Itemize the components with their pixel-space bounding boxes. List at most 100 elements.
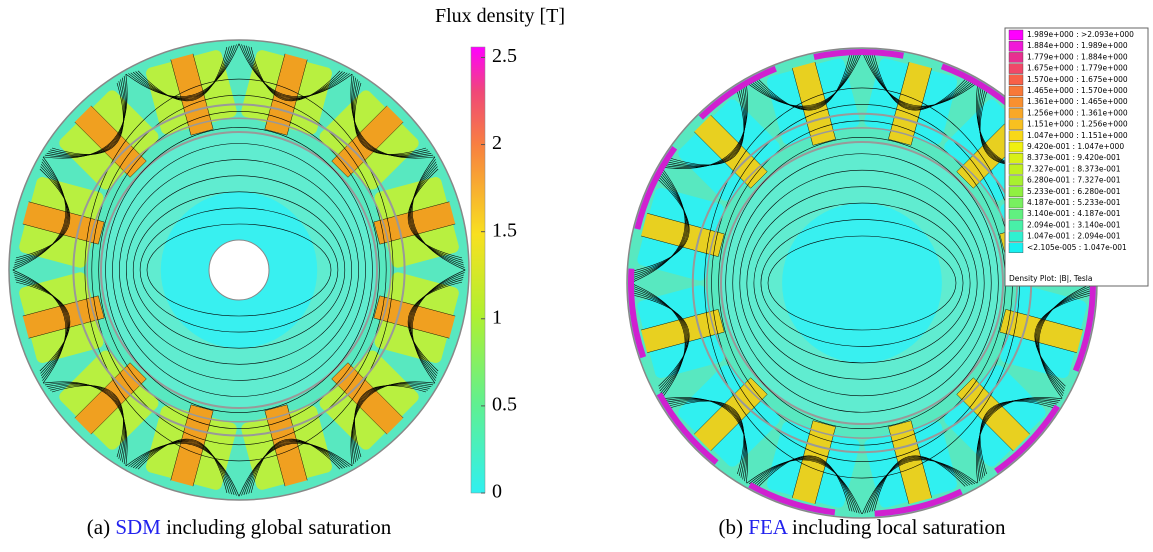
legend-label: 8.373e-001 : 9.420e-001: [1027, 153, 1121, 162]
coil-line: [633, 177, 689, 274]
coil-line: [135, 439, 230, 494]
coil-line: [753, 457, 855, 513]
legend-label: 5.233e-001 : 6.280e-001: [1027, 187, 1121, 196]
caption-text: including local saturation: [792, 515, 1006, 539]
colorbar-title: Flux density [T]: [435, 5, 565, 27]
coil-line: [50, 81, 125, 156]
legend-swatch: [1008, 41, 1024, 52]
coil-line: [410, 274, 464, 379]
coil-line: [15, 279, 70, 374]
legend-swatch: [1008, 208, 1024, 220]
legend-swatch: [1008, 130, 1024, 142]
coil-line: [128, 44, 237, 98]
coil-line: [631, 169, 687, 281]
coil-line: [128, 442, 237, 496]
slot: [125, 404, 240, 497]
legend-label: 4.187e-001 : 5.233e-001: [1027, 198, 1121, 207]
coil-line: [411, 159, 465, 268]
legend-label: 2.094e-001 : 3.140e-001: [1027, 220, 1121, 229]
coil-line: [979, 400, 1054, 475]
legend-label: 1.884e+000 : 1.989e+000: [1027, 41, 1128, 50]
legend-footer: Density Plot: |B|, Tesla: [1009, 274, 1092, 283]
coil-line: [874, 455, 966, 511]
coil-line: [241, 442, 350, 496]
legend: 1.989e+000 : >2.093e+000 1.884e+000 : 1.9…: [1004, 27, 1149, 287]
coil-line: [14, 163, 69, 263]
legend-swatch: [1008, 119, 1024, 130]
caption-label: (b): [719, 515, 744, 539]
legend-label: 1.570e+000 : 1.675e+000: [1027, 75, 1128, 84]
colorbar-tick-label: 2: [492, 132, 502, 154]
coil-line: [46, 77, 126, 157]
coil-line: [130, 45, 235, 99]
flux-line: [732, 153, 992, 413]
colorbar-tick-label: 2.5: [492, 45, 517, 67]
coil-line: [12, 156, 67, 271]
coil-line: [354, 385, 427, 458]
slot: [238, 43, 353, 136]
slot: [746, 420, 862, 515]
coil-line: [15, 166, 70, 261]
legend-label: 1.151e+000 : 1.256e+000: [1027, 120, 1128, 129]
coil-line: [44, 382, 127, 465]
slot: [12, 269, 105, 384]
coil-line: [748, 52, 860, 108]
legend-swatch: [1008, 141, 1024, 153]
coil-line: [125, 43, 240, 98]
coil-line: [663, 84, 747, 168]
coil-line: [135, 46, 230, 101]
coil-line: [43, 74, 128, 159]
slot: [319, 74, 435, 190]
colorbar-tick-label: 1: [492, 306, 502, 328]
coil-line: [1036, 290, 1092, 392]
legend-swatch: [1008, 52, 1024, 63]
slot: [999, 283, 1094, 399]
legend-label: 1.989e+000 : >2.093e+000: [1027, 30, 1134, 39]
slot: [662, 365, 780, 483]
shaft-hole: [208, 239, 270, 301]
legend-swatch: [1008, 29, 1024, 41]
legend-label: 1.047e-001 : 2.094e-001: [1027, 232, 1121, 241]
coil-line: [862, 459, 978, 515]
flux-line: [767, 235, 957, 331]
coil-line: [250, 46, 341, 102]
legend-swatch: [1008, 175, 1024, 186]
slot: [12, 156, 105, 271]
coil-line: [1037, 287, 1092, 394]
coil-line: [48, 384, 125, 461]
coil-line: [662, 397, 748, 483]
coil-line: [751, 458, 858, 513]
ring: [72, 103, 406, 437]
colorbar-tick-label: 1.5: [492, 219, 517, 241]
caption-link[interactable]: FEA: [748, 515, 789, 539]
coil-line: [976, 397, 1062, 483]
coil-line: [411, 269, 466, 384]
ring: [86, 117, 392, 423]
coil-line: [248, 46, 343, 101]
slot: [862, 420, 978, 515]
coil-line: [351, 75, 434, 158]
flux-line: [746, 186, 978, 380]
coil-line: [751, 53, 858, 108]
coil-line: [408, 166, 463, 261]
coil-line: [634, 179, 690, 271]
coil-line: [1037, 285, 1093, 397]
legend-swatch: [1008, 197, 1024, 209]
coil-line: [633, 292, 689, 389]
coil-line: [632, 287, 687, 394]
coil-line: [864, 458, 976, 514]
slot: [862, 51, 978, 146]
caption-link[interactable]: SDM: [115, 515, 161, 539]
coil-line: [869, 53, 971, 109]
coil-line: [758, 55, 850, 111]
coil-line: [1034, 295, 1090, 387]
coil-line: [137, 46, 228, 102]
coil-line: [866, 458, 973, 513]
coil-line: [410, 161, 464, 266]
legend-swatch: [1008, 108, 1024, 119]
coil-line: [756, 54, 853, 110]
coil-line: [669, 90, 745, 166]
coil-line: [350, 74, 435, 159]
coil-line: [352, 77, 432, 157]
coil-line: [407, 168, 463, 259]
